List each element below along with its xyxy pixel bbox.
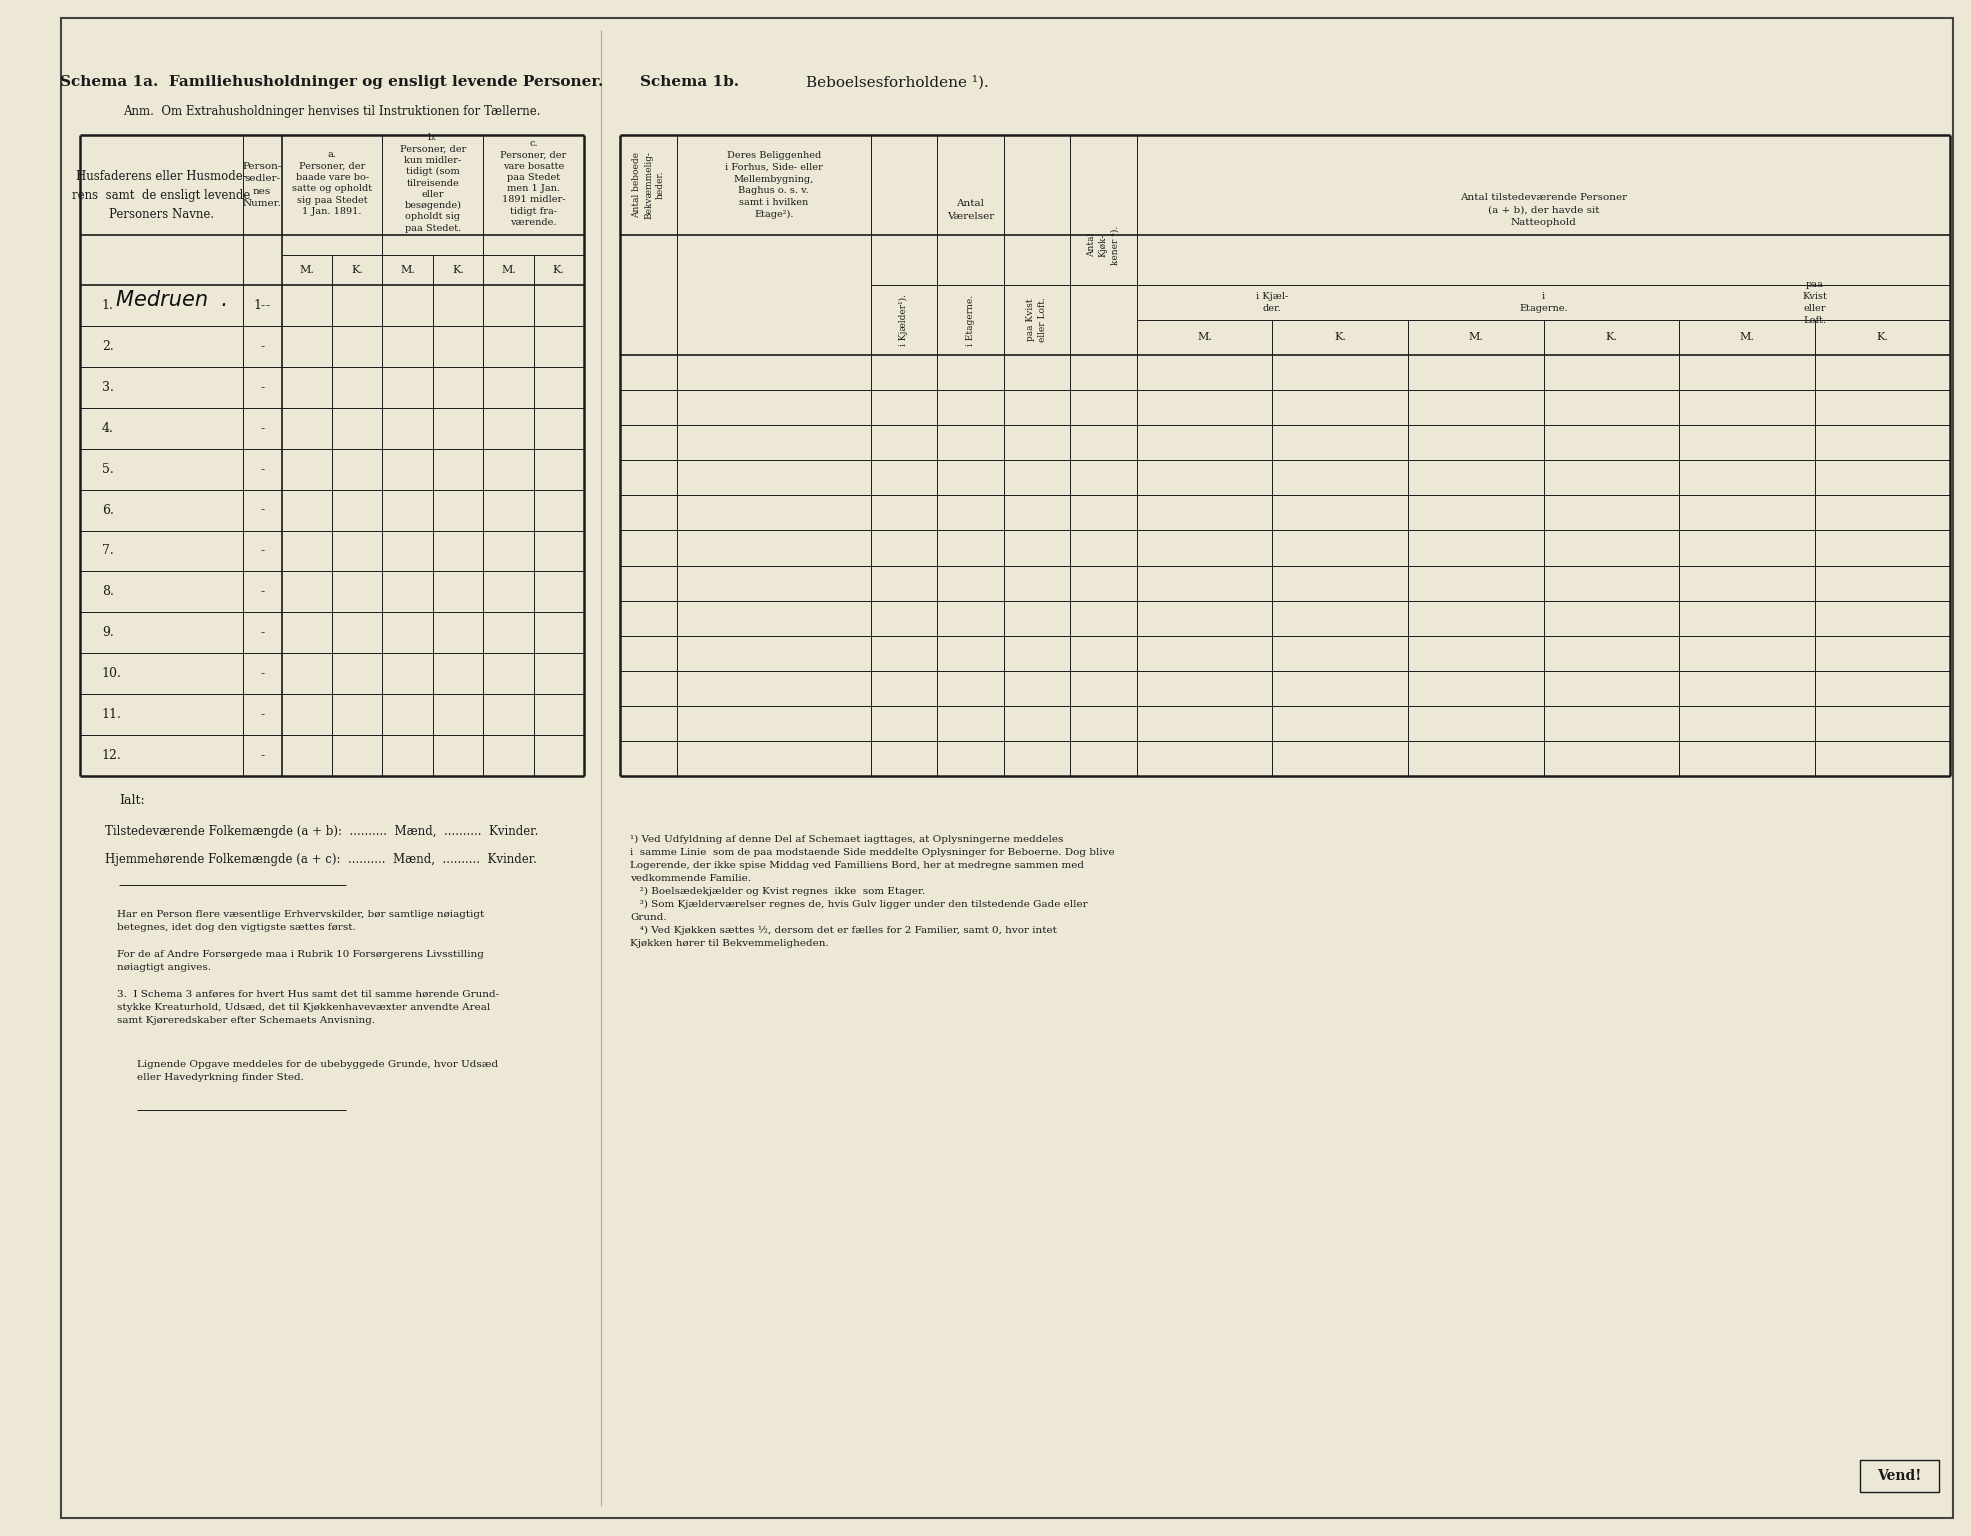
Text: 12.: 12. [102,750,122,762]
Text: ¹) Ved Udfyldning af denne Del af Schemaet iagttages, at Oplysningerne meddeles
: ¹) Ved Udfyldning af denne Del af Schema… [631,836,1114,948]
Text: 2.: 2. [102,339,114,353]
Text: -: - [260,627,264,639]
Text: 8.: 8. [102,585,114,599]
Text: b.
Personer, der
kun midler-
tidigt (som
tilreisende
eller
besøgende)
opholdt si: b. Personer, der kun midler- tidigt (som… [400,134,465,232]
Text: Tilstedeværende Folkemængde (a + b):  ..........  Mænd,  ..........  Kvinder.: Tilstedeværende Folkemængde (a + b): ...… [104,825,538,839]
Text: K.: K. [451,266,463,275]
Text: i Kjælder¹).: i Kjælder¹). [899,293,909,346]
Text: Schema 1a.  Familiehusholdninger og ensligt levende Personer.: Schema 1a. Familiehusholdninger og ensli… [59,75,603,89]
Text: -: - [260,667,264,680]
Text: K.: K. [1876,332,1888,343]
Text: paa
Kvist
eller
Loft.: paa Kvist eller Loft. [1801,280,1827,324]
Text: Medruen  .: Medruen . [116,290,229,310]
Text: 1.: 1. [102,300,114,312]
Text: -: - [260,504,264,516]
Text: -: - [260,544,264,558]
Text: Anm.  Om Extrahusholdninger henvises til Instruktionen for Tællerne.: Anm. Om Extrahusholdninger henvises til … [122,106,540,118]
Text: K.: K. [552,266,566,275]
Text: c.
Personer, der
vare bosatte
paa Stedet
men 1 Jan.
1891 midler-
tidigt fra-
vær: c. Personer, der vare bosatte paa Stedet… [501,140,568,227]
Text: 9.: 9. [102,627,114,639]
Text: 3.: 3. [102,381,114,393]
Text: 6.: 6. [102,504,114,516]
Text: Hjemmehørende Folkemængde (a + c):  ..........  Mænd,  ..........  Kvinder.: Hjemmehørende Folkemængde (a + c): .....… [104,854,536,866]
Text: paa Kvist
eller Loft.: paa Kvist eller Loft. [1027,298,1047,343]
Text: Har en Person flere væsentlige Erhvervskilder, bør samtlige nøiagtigt
betegnes, : Har en Person flere væsentlige Erhvervsk… [118,909,485,932]
Text: Person-
sedler-
nes
Numer.: Person- sedler- nes Numer. [242,161,282,209]
Text: -: - [260,300,264,312]
Text: K.: K. [1334,332,1346,343]
Text: 4.: 4. [102,422,114,435]
Text: -: - [260,381,264,393]
Text: 10.: 10. [102,667,122,680]
Text: M.: M. [400,266,416,275]
Text: Antal tilstedeværende Personer
(a + b), der havde sit
Natteophold: Antal tilstedeværende Personer (a + b), … [1461,194,1628,227]
Text: Antal beboede
Bekvæmmelig-
heder.: Antal beboede Bekvæmmelig- heder. [633,151,664,220]
Text: M.: M. [501,266,516,275]
Text: Beboelsesforholdene ¹).: Beboelsesforholdene ¹). [806,75,989,89]
Text: a.
Personer, der
baade vare bo-
satte og opholdt
sig paa Stedet
1 Jan. 1891.: a. Personer, der baade vare bo- satte og… [292,151,373,217]
Text: i Kjæl-
der.: i Kjæl- der. [1256,292,1289,313]
Bar [1861,1461,1939,1491]
Text: 11.: 11. [102,708,122,720]
Text: -: - [260,585,264,599]
Text: M.: M. [300,266,313,275]
Text: -: - [260,708,264,720]
Text: M.: M. [1468,332,1482,343]
Text: -: - [260,422,264,435]
Text: Schema 1b.: Schema 1b. [641,75,739,89]
Text: K.: K. [351,266,363,275]
Text: 3.  I Schema 3 anføres for hvert Hus samt det til samme hørende Grund-
stykke Kr: 3. I Schema 3 anføres for hvert Hus samt… [118,991,499,1025]
Text: 5.: 5. [102,462,114,476]
Text: i Etagerne.: i Etagerne. [966,295,976,346]
Text: Husfaderens eller Husmode-
rens  samt  de ensligt levende
Personers Navne.: Husfaderens eller Husmode- rens samt de … [73,169,250,221]
Text: Deres Beliggenhed
i Forhus, Side- eller
Mellembygning,
Baghus o. s. v.
samt i hv: Deres Beliggenhed i Forhus, Side- eller … [725,151,822,218]
Text: K.: K. [1606,332,1618,343]
Text: M.: M. [1740,332,1754,343]
Text: Antal
Kjøk-
kener ⁴).: Antal Kjøk- kener ⁴). [1088,226,1120,264]
Text: 7.: 7. [102,544,114,558]
Text: -: - [260,462,264,476]
Text: 1 -: 1 - [254,300,270,312]
Text: M.: M. [1196,332,1212,343]
Text: Vend!: Vend! [1878,1468,1922,1482]
Text: -: - [260,750,264,762]
Text: For de af Andre Forsørgede maa i Rubrik 10 Forsørgerens Livsstilling
nøiagtigt a: For de af Andre Forsørgede maa i Rubrik … [118,949,485,972]
Text: Antal
Værelser: Antal Værelser [946,200,993,221]
Text: Lignende Opgave meddeles for de ubebyggede Grunde, hvor Udsæd
eller Havedyrkning: Lignende Opgave meddeles for de ubebygge… [136,1060,499,1081]
Text: Ialt:: Ialt: [120,794,146,806]
Text: -: - [260,339,264,353]
Text: i
Etagerne.: i Etagerne. [1520,292,1567,313]
